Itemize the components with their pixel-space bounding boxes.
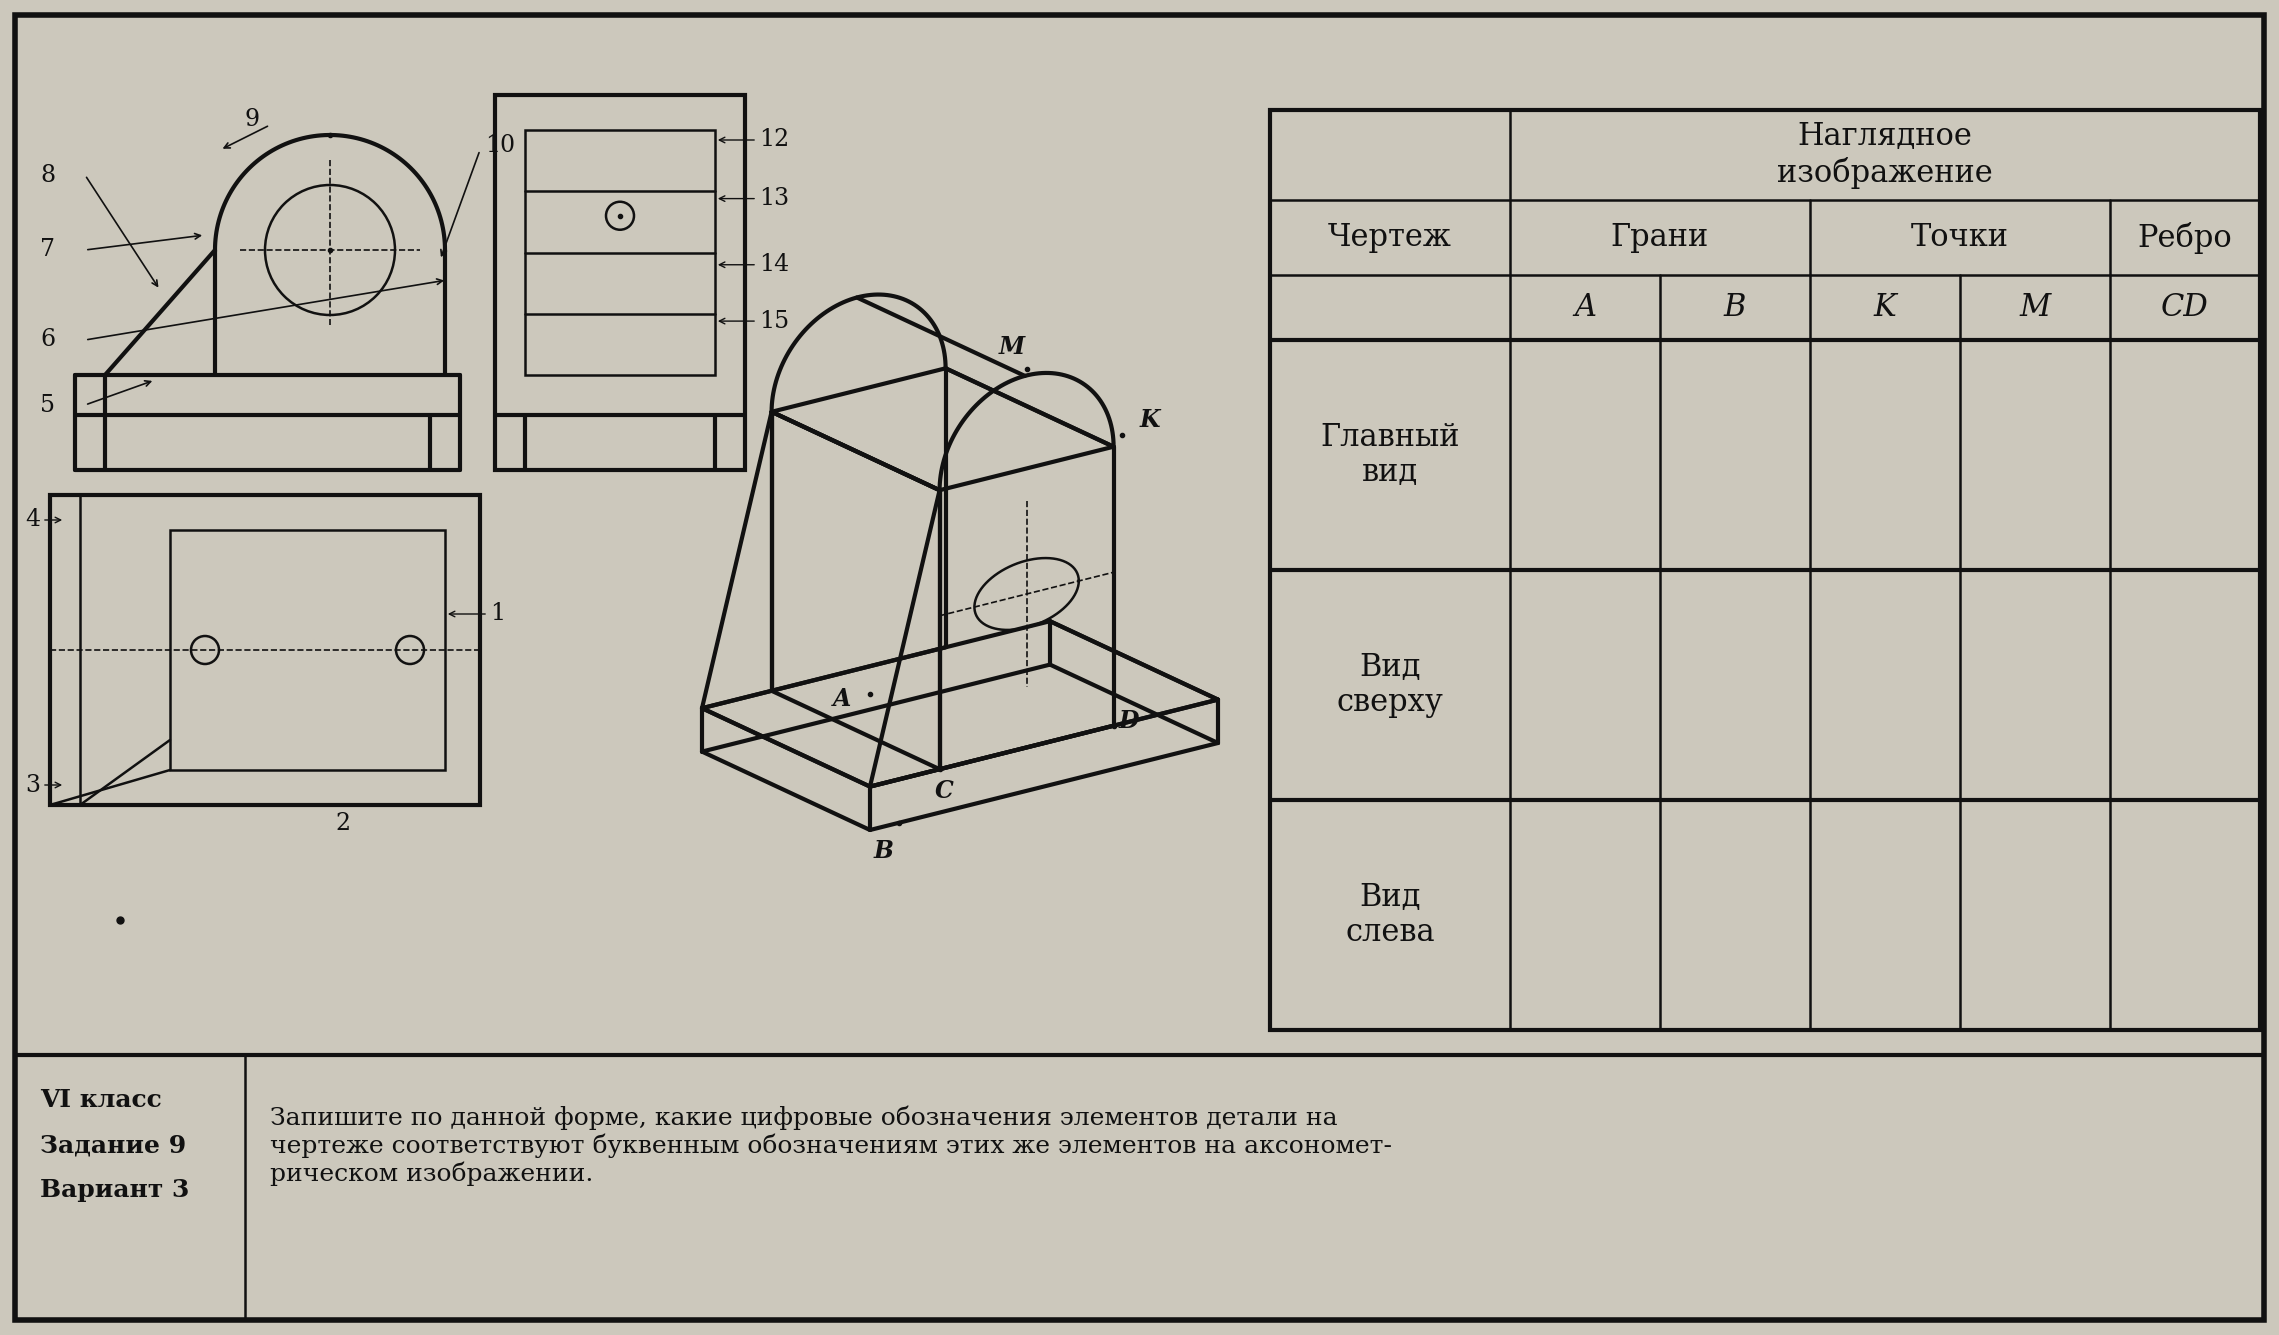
Text: Наглядное
изображение: Наглядное изображение xyxy=(1778,121,1992,190)
Text: D: D xyxy=(1119,709,1140,733)
Bar xyxy=(1269,109,2261,1031)
Text: Грани: Грани xyxy=(1611,222,1709,254)
Bar xyxy=(495,95,745,470)
Text: C: C xyxy=(934,780,955,804)
Text: 9: 9 xyxy=(244,108,260,132)
Text: 12: 12 xyxy=(759,128,789,151)
Text: VI класс: VI класс xyxy=(41,1088,162,1112)
Text: CD: CD xyxy=(2160,292,2208,323)
Text: Точки: Точки xyxy=(1912,222,2010,254)
Text: B: B xyxy=(875,838,893,862)
Text: 8: 8 xyxy=(39,163,55,187)
Text: Вид
слева: Вид слева xyxy=(1345,881,1436,948)
Text: 6: 6 xyxy=(39,328,55,351)
Text: 2: 2 xyxy=(335,812,351,834)
Text: K: K xyxy=(1140,409,1160,433)
Text: Запишите по данной форме, какие цифровые обозначения элементов детали на
чертеже: Запишите по данной форме, какие цифровые… xyxy=(269,1105,1392,1187)
Text: 13: 13 xyxy=(759,187,789,210)
Text: M: M xyxy=(998,335,1026,359)
Text: 10: 10 xyxy=(485,134,515,156)
Text: Вариант 3: Вариант 3 xyxy=(41,1177,189,1202)
Text: Главный
вид: Главный вид xyxy=(1320,422,1461,489)
Text: K: K xyxy=(1873,292,1896,323)
Text: 15: 15 xyxy=(759,310,789,332)
Text: Ребро: Ребро xyxy=(2138,222,2233,254)
Text: Чертеж: Чертеж xyxy=(1329,222,1452,254)
Text: 4: 4 xyxy=(25,509,41,531)
Text: 3: 3 xyxy=(25,773,41,797)
Text: 1: 1 xyxy=(490,602,506,626)
Bar xyxy=(171,530,444,770)
Text: Задание 9: Задание 9 xyxy=(41,1133,187,1157)
Text: M: M xyxy=(2019,292,2051,323)
Text: A: A xyxy=(1575,292,1595,323)
Text: Вид
сверху: Вид сверху xyxy=(1335,651,1443,718)
Text: 7: 7 xyxy=(41,239,55,262)
Bar xyxy=(524,129,716,375)
Bar xyxy=(50,495,481,805)
Text: B: B xyxy=(1723,292,1746,323)
Text: 5: 5 xyxy=(41,394,55,417)
Text: 14: 14 xyxy=(759,254,789,276)
Text: A: A xyxy=(832,686,850,710)
